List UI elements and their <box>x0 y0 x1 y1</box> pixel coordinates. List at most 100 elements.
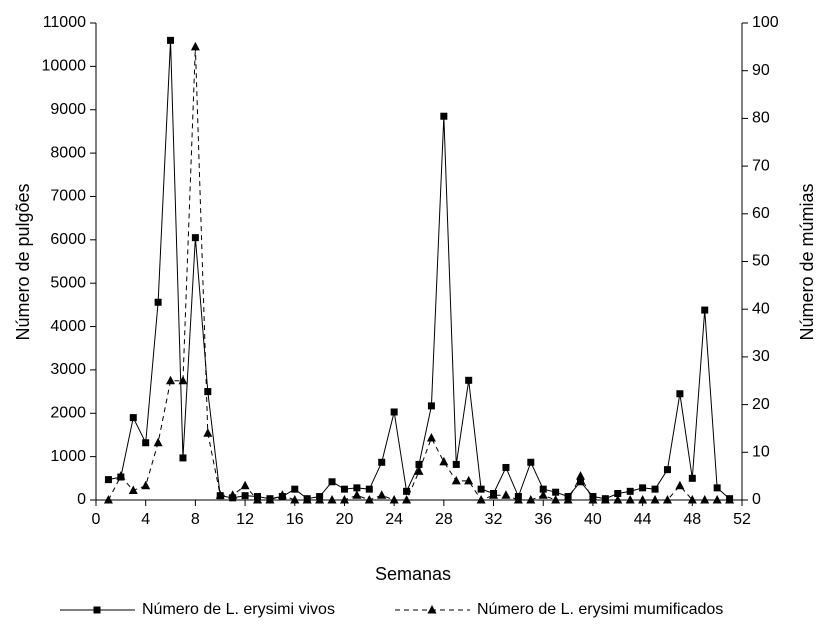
marker <box>713 484 721 492</box>
x-axis-title: Semanas <box>375 564 451 584</box>
y2-tick-label: 30 <box>752 348 770 365</box>
y-tick-label: 6000 <box>50 231 86 248</box>
legend-marker <box>427 605 437 614</box>
legend-label: Número de L. erysimi vivos <box>142 601 335 618</box>
marker <box>700 495 710 504</box>
marker <box>291 485 299 493</box>
x-tick-label: 0 <box>92 511 101 528</box>
marker <box>315 495 325 504</box>
y2-axis-title: Número de múmias <box>797 183 817 340</box>
marker <box>290 495 300 504</box>
y2-tick-label: 70 <box>752 157 770 174</box>
y-tick-label: 9000 <box>50 101 86 118</box>
marker <box>539 485 547 493</box>
marker <box>403 487 411 495</box>
y2-tick-label: 60 <box>752 205 770 222</box>
marker <box>662 495 672 504</box>
marker <box>725 495 735 504</box>
x-tick-label: 24 <box>385 511 403 528</box>
marker <box>551 495 561 504</box>
marker <box>639 484 647 492</box>
marker <box>340 485 348 493</box>
x-tick-label: 44 <box>634 511 652 528</box>
marker <box>339 495 349 504</box>
marker <box>439 456 449 466</box>
y2-tick-label: 50 <box>752 253 770 270</box>
marker <box>465 376 473 384</box>
marker <box>365 485 373 493</box>
marker <box>203 428 213 437</box>
marker <box>712 495 722 504</box>
marker <box>241 492 249 500</box>
marker <box>489 490 499 499</box>
marker <box>527 458 535 466</box>
marker <box>327 495 337 504</box>
marker <box>452 460 460 468</box>
x-tick-label: 32 <box>485 511 503 528</box>
marker <box>103 495 113 504</box>
marker <box>625 495 635 504</box>
marker <box>477 485 485 493</box>
x-tick-label: 40 <box>584 511 602 528</box>
marker <box>552 488 560 496</box>
y-tick-label: 4000 <box>50 318 86 335</box>
marker <box>451 475 461 485</box>
marker <box>651 485 659 493</box>
marker <box>141 480 151 490</box>
legend-marker <box>93 606 101 614</box>
marker <box>328 478 336 486</box>
marker <box>154 298 162 306</box>
marker <box>191 234 199 242</box>
marker <box>402 495 412 504</box>
marker <box>676 390 684 398</box>
x-tick-label: 48 <box>683 511 701 528</box>
y2-tick-label: 10 <box>752 444 770 461</box>
marker <box>378 458 386 466</box>
marker <box>352 490 362 499</box>
marker <box>178 375 188 385</box>
y-axis-title: Número de pulgões <box>13 183 33 340</box>
series-line <box>107 46 730 501</box>
marker <box>427 402 435 410</box>
marker <box>116 471 126 480</box>
legend-label: Número de L. erysimi mumificados <box>477 601 723 618</box>
marker <box>190 41 200 51</box>
x-tick-label: 52 <box>733 511 751 528</box>
marker <box>414 466 424 475</box>
marker <box>426 432 436 442</box>
marker <box>228 490 238 499</box>
marker <box>265 495 275 504</box>
marker <box>576 471 585 480</box>
marker <box>513 495 523 504</box>
marker <box>364 495 374 504</box>
marker <box>563 495 573 504</box>
marker <box>502 463 510 471</box>
y2-tick-label: 100 <box>752 14 779 31</box>
marker <box>476 495 486 504</box>
marker <box>166 375 176 385</box>
x-tick-label: 36 <box>534 511 552 528</box>
y-tick-label: 2000 <box>50 404 86 421</box>
x-tick-label: 4 <box>141 511 150 528</box>
marker <box>128 485 138 494</box>
marker <box>142 439 150 447</box>
marker <box>464 475 474 485</box>
marker <box>577 478 584 486</box>
x-tick-label: 20 <box>336 511 354 528</box>
marker <box>277 490 287 499</box>
marker <box>390 408 398 416</box>
marker <box>588 495 598 504</box>
y-tick-label: 10000 <box>42 58 87 75</box>
marker <box>688 474 696 482</box>
series-line <box>108 40 730 500</box>
marker <box>179 454 187 462</box>
marker <box>153 437 163 447</box>
marker <box>302 495 312 504</box>
y-tick-label: 8000 <box>50 144 86 161</box>
marker <box>526 495 536 504</box>
marker <box>104 476 112 484</box>
marker <box>650 495 660 504</box>
marker <box>129 414 137 422</box>
